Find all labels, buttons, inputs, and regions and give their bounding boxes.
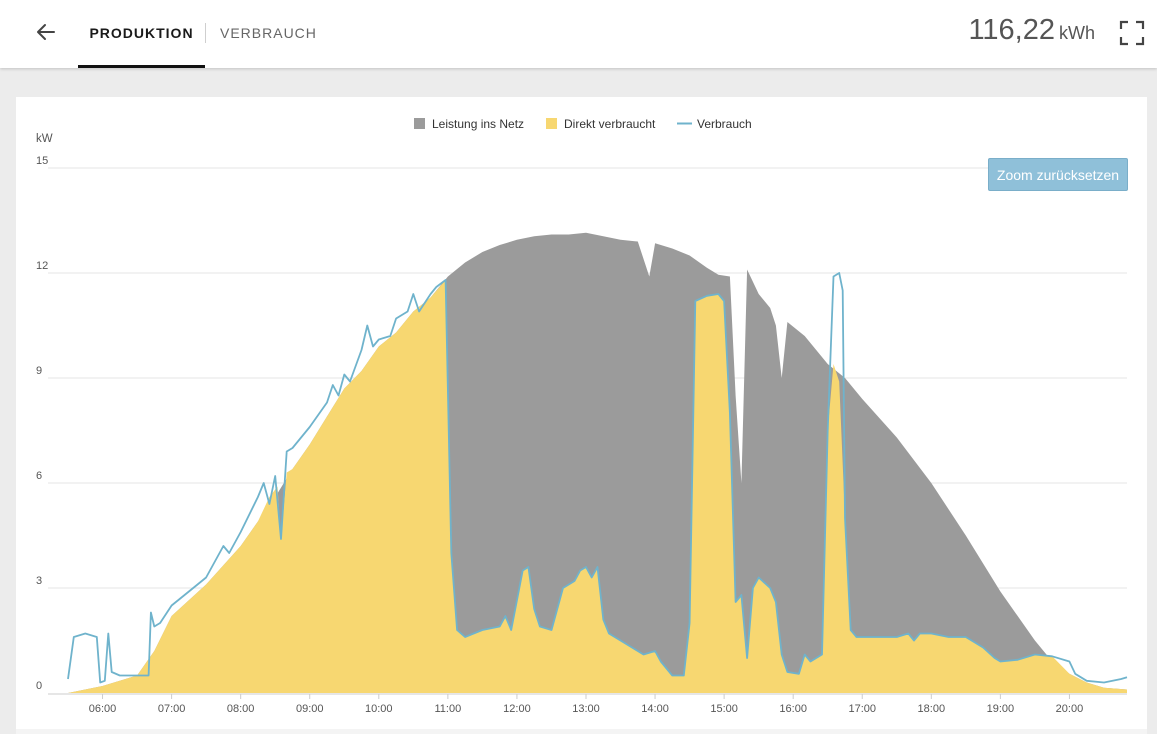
x-tick-label: 19:00 [987, 703, 1015, 715]
total-energy-value: 116,22 [968, 14, 1055, 46]
y-tick-label: 15 [36, 155, 48, 167]
x-tick-label: 08:00 [227, 703, 255, 715]
x-tick-label: 14:00 [641, 703, 669, 715]
card-footer-strip [16, 729, 1147, 734]
x-tick-label: 15:00 [710, 703, 738, 715]
y-axis-label: kW [36, 133, 53, 145]
x-tick-label: 20:00 [1056, 703, 1084, 715]
x-tick-label: 11:00 [434, 703, 461, 715]
y-tick-label: 0 [36, 680, 42, 692]
total-energy: 116,22 kWh [968, 14, 1095, 47]
legend-label: Leistung ins Netz [432, 117, 524, 131]
x-tick-label: 17:00 [848, 703, 876, 715]
x-tick-label: 10:00 [365, 703, 393, 715]
legend-label: Verbrauch [697, 117, 752, 131]
tab-verbrauch[interactable]: VERBRAUCH [220, 25, 317, 41]
y-tick-label: 6 [36, 470, 42, 482]
y-tick-label: 9 [36, 365, 42, 377]
x-tick-label: 06:00 [89, 703, 117, 715]
zoom-reset-button[interactable]: Zoom zurücksetzen [988, 158, 1128, 191]
tab-produktion[interactable]: PRODUKTION [78, 0, 205, 68]
tab-separator [205, 23, 206, 43]
fullscreen-icon[interactable] [1119, 20, 1145, 46]
x-tick-label: 12:00 [503, 703, 531, 715]
legend-swatch [546, 118, 557, 129]
legend-label: Direkt verbraucht [564, 117, 656, 131]
total-energy-unit: kWh [1059, 23, 1095, 43]
y-tick-label: 12 [36, 260, 48, 272]
legend-swatch [414, 118, 425, 129]
arrow-left-icon[interactable] [32, 18, 60, 46]
series-line-verbrauch [67, 272, 1128, 684]
x-tick-label: 09:00 [296, 703, 324, 715]
y-tick-label: 3 [36, 575, 42, 587]
x-tick-label: 13:00 [572, 703, 600, 715]
series-area-direkt-verbraucht [68, 280, 1127, 693]
x-tick-label: 18:00 [918, 703, 946, 715]
x-tick-label: 16:00 [779, 703, 807, 715]
top-bar: PRODUKTION VERBRAUCH 116,22 kWh [0, 0, 1157, 68]
x-tick-label: 07:00 [158, 703, 186, 715]
